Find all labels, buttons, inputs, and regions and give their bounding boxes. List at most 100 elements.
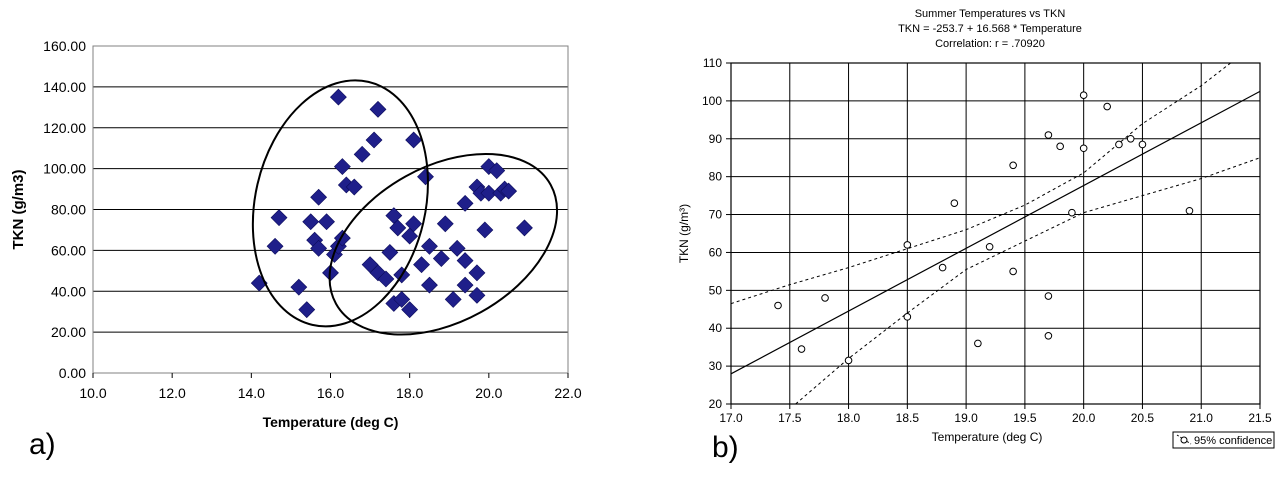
y-tick-label: 0.00 bbox=[59, 365, 86, 381]
data-point bbox=[310, 239, 328, 257]
chart-title-line-3: Correlation: r = .70920 bbox=[935, 38, 1045, 50]
x-tick-label: 21.5 bbox=[1248, 411, 1272, 425]
data-point bbox=[393, 291, 411, 308]
data-point bbox=[345, 178, 363, 196]
data-point bbox=[488, 162, 506, 180]
plot-area bbox=[730, 62, 1261, 405]
data-point bbox=[448, 239, 466, 257]
y-tick-label: 30 bbox=[709, 359, 723, 373]
x-tick-label: 12.0 bbox=[159, 385, 186, 401]
y-tick-label: 20.00 bbox=[51, 324, 86, 340]
data-point bbox=[516, 219, 533, 237]
data-point bbox=[365, 131, 383, 149]
data-point bbox=[468, 286, 486, 304]
y-tick-label: 140.00 bbox=[43, 79, 86, 95]
y-tick-label: 120.00 bbox=[43, 120, 86, 136]
x-tick-label: 20.0 bbox=[475, 385, 502, 401]
chart-a: 0.00 20.00 40.00 60.00 80.00 100.00 120.00 140.… bbox=[10, 38, 582, 430]
data-point bbox=[500, 182, 518, 200]
chart-title-line-1: Summer Temperatures vs TKN bbox=[915, 8, 1066, 20]
data-point bbox=[432, 250, 450, 267]
data-point bbox=[329, 88, 347, 106]
x-tick-label: 17.0 bbox=[719, 411, 743, 425]
y-tick-label: 20 bbox=[709, 397, 723, 411]
x-tick-label: 10.0 bbox=[79, 385, 106, 401]
data-point bbox=[1185, 206, 1194, 215]
data-point bbox=[938, 263, 947, 272]
cluster-ellipse-2 bbox=[328, 152, 559, 336]
y-tick-label: 50 bbox=[709, 283, 723, 297]
data-point bbox=[298, 301, 316, 319]
data-point bbox=[468, 264, 486, 282]
data-point bbox=[950, 199, 959, 207]
legend-label: 95% confidence bbox=[1194, 435, 1272, 447]
data-point bbox=[1068, 208, 1076, 217]
data-point bbox=[476, 221, 494, 239]
data-point bbox=[844, 356, 853, 365]
y-tick-label: 100 bbox=[702, 94, 722, 108]
x-tick-label: 18.0 bbox=[396, 385, 423, 401]
data-point bbox=[1126, 134, 1135, 143]
data-point bbox=[974, 339, 982, 348]
y-tick-label: 60 bbox=[709, 245, 723, 259]
legend-marker-swatch bbox=[1180, 436, 1188, 444]
data-point bbox=[903, 241, 912, 249]
y-tick-label: 90 bbox=[709, 132, 723, 146]
y-tick-label: 80.00 bbox=[51, 202, 86, 218]
chart-title-line-2: TKN = -253.7 + 16.568 * Temperature bbox=[898, 23, 1082, 35]
data-point bbox=[405, 215, 423, 233]
x-tick-label: 20.0 bbox=[1072, 411, 1096, 425]
x-tick-label: 21.0 bbox=[1190, 411, 1214, 425]
y-axis-label: TKN (g/m³) bbox=[677, 204, 691, 263]
data-point bbox=[1044, 131, 1053, 139]
data-point bbox=[1079, 144, 1088, 153]
data-point bbox=[270, 209, 288, 227]
panel-label-b: b) bbox=[712, 431, 739, 464]
x-tick-label: 16.0 bbox=[317, 385, 344, 401]
data-point bbox=[421, 237, 438, 255]
data-point bbox=[381, 243, 399, 261]
x-tick-label: 17.5 bbox=[778, 411, 802, 425]
data-point bbox=[333, 158, 351, 176]
data-point bbox=[480, 184, 498, 202]
chart-b: Summer Temperatures vs TKN TKN = -253.7 +… bbox=[677, 8, 1275, 449]
data-point bbox=[401, 301, 419, 319]
data-point bbox=[369, 100, 387, 118]
data-point bbox=[353, 145, 371, 163]
panel-label-a: a) bbox=[29, 428, 56, 461]
data-point bbox=[290, 278, 308, 296]
data-point bbox=[1138, 140, 1147, 149]
data-point bbox=[1056, 142, 1064, 151]
x-axis-label: Temperature (deg C) bbox=[263, 414, 399, 430]
y-tick-label: 40 bbox=[709, 321, 723, 335]
data-point bbox=[266, 237, 284, 255]
regression-line bbox=[731, 90, 1260, 375]
data-point bbox=[417, 168, 434, 186]
plot-lines bbox=[731, 63, 1260, 404]
x-tick-label: 14.0 bbox=[238, 385, 265, 401]
x-tick-label: 19.0 bbox=[954, 411, 978, 425]
data-point bbox=[318, 213, 335, 231]
data-point bbox=[310, 188, 328, 206]
data-point bbox=[456, 252, 474, 270]
confidence-lower bbox=[795, 157, 1260, 404]
data-point bbox=[421, 276, 438, 294]
x-tick-label: 22.0 bbox=[554, 385, 581, 401]
y-tick-label: 80 bbox=[709, 170, 723, 184]
x-tick-label: 19.5 bbox=[1013, 411, 1037, 425]
data-point bbox=[456, 276, 474, 294]
legend-box bbox=[1172, 431, 1275, 449]
data-point bbox=[1009, 267, 1017, 276]
x-tick-label: 18.5 bbox=[896, 411, 920, 425]
y-axis-label: TKN (g/m3) bbox=[10, 170, 27, 250]
confidence-upper bbox=[731, 63, 1231, 305]
data-point bbox=[456, 194, 474, 212]
data-point bbox=[1103, 102, 1111, 111]
cluster-ellipse-1 bbox=[251, 79, 429, 328]
data-point bbox=[1079, 91, 1088, 100]
data-point bbox=[405, 131, 423, 149]
data-point bbox=[444, 291, 462, 308]
data-point bbox=[1044, 292, 1053, 300]
data-point bbox=[821, 294, 829, 302]
data-point bbox=[436, 215, 454, 233]
